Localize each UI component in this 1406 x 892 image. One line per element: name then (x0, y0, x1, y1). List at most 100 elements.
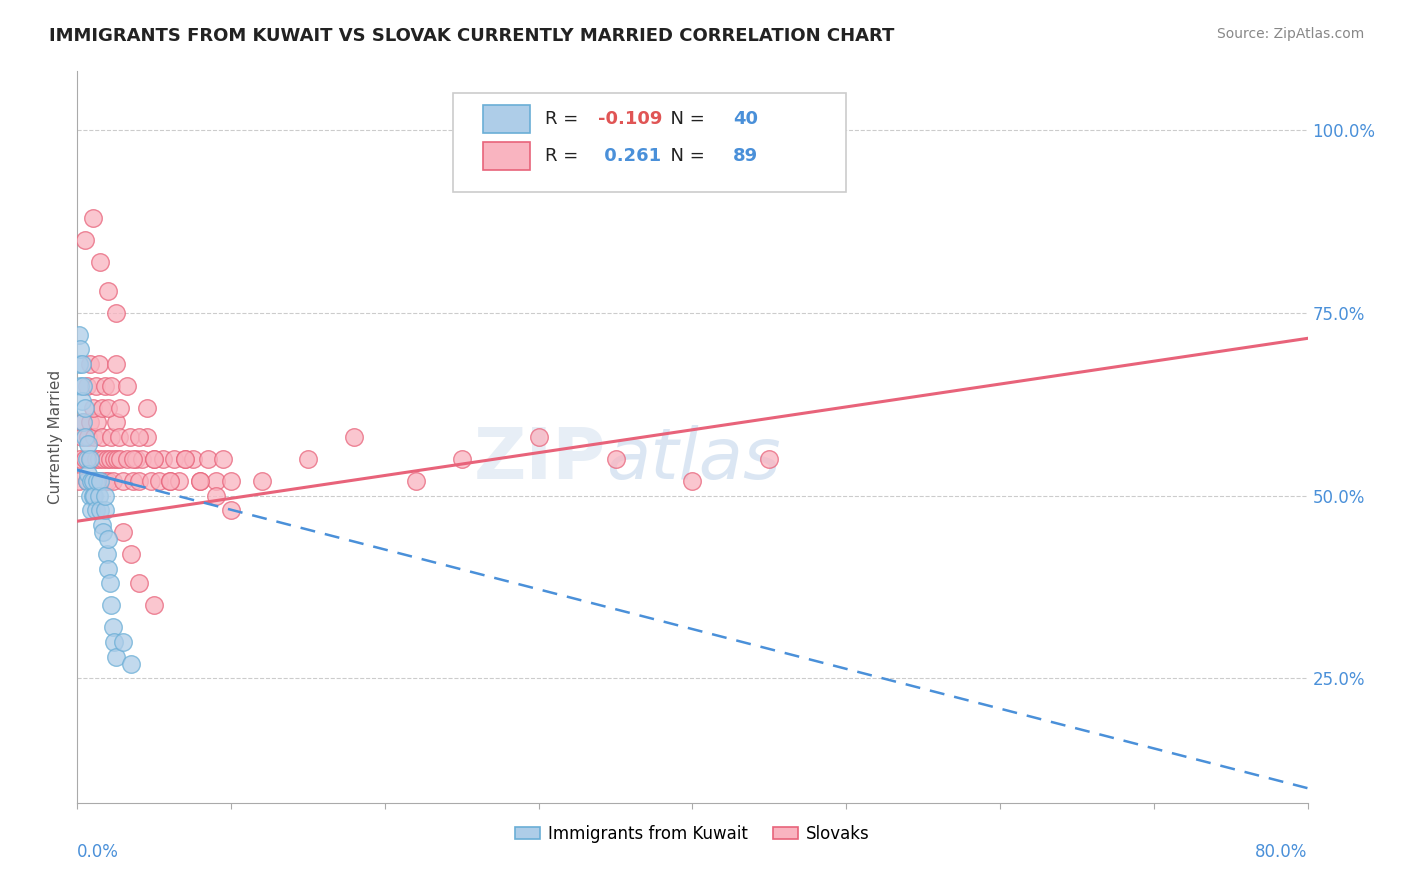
Point (86, 416, 108, 430)
Point (174, 452, 197, 467)
Point (128, 474, 150, 488)
Point (73, 430, 96, 444)
Text: atlas: atlas (606, 425, 780, 493)
Point (104, 306, 127, 320)
Point (450, 452, 472, 467)
Point (104, 357, 127, 371)
Point (77, 437, 100, 451)
Point (105, 452, 128, 467)
Point (94, 379, 117, 393)
Point (104, 649, 127, 664)
Point (72, 416, 94, 430)
FancyBboxPatch shape (484, 142, 530, 169)
Point (98, 452, 121, 467)
Point (70, 357, 93, 371)
Point (93, 525, 115, 540)
FancyBboxPatch shape (484, 104, 530, 133)
Point (93, 452, 115, 467)
Point (112, 635, 135, 649)
Point (69, 452, 91, 467)
Point (112, 474, 135, 488)
Text: R =: R = (546, 146, 583, 165)
Point (90, 401, 114, 415)
Text: Source: ZipAtlas.com: Source: ZipAtlas.com (1216, 27, 1364, 41)
Y-axis label: Currently Married: Currently Married (48, 370, 63, 504)
Point (83, 430, 105, 444)
Point (112, 525, 135, 540)
Point (143, 452, 166, 467)
Point (76, 474, 98, 488)
Text: ZIP: ZIP (474, 425, 606, 493)
Point (89, 503, 111, 517)
Point (148, 474, 170, 488)
Point (128, 576, 150, 591)
Point (89, 474, 111, 488)
Point (90, 430, 114, 444)
Point (79, 416, 101, 430)
Point (70, 393, 93, 408)
Point (115, 379, 138, 393)
Point (69, 343, 91, 357)
Point (605, 452, 627, 467)
Point (405, 474, 427, 488)
Point (103, 635, 125, 649)
Point (69, 379, 91, 393)
Point (212, 452, 235, 467)
Point (219, 474, 242, 488)
Point (87, 357, 110, 371)
Point (197, 452, 219, 467)
Point (84, 379, 107, 393)
Point (98, 576, 121, 591)
Point (70, 430, 93, 444)
Text: IMMIGRANTS FROM KUWAIT VS SLOVAK CURRENTLY MARRIED CORRELATION CHART: IMMIGRANTS FROM KUWAIT VS SLOVAK CURRENT… (49, 27, 894, 45)
Point (96, 547, 118, 561)
Point (174, 452, 197, 467)
Point (79, 489, 101, 503)
Point (100, 430, 122, 444)
Point (82, 211, 104, 225)
Point (758, 452, 780, 467)
Point (97, 562, 120, 576)
Point (188, 474, 212, 488)
Point (87, 489, 110, 503)
Point (120, 657, 142, 671)
Point (527, 430, 550, 444)
Point (204, 489, 226, 503)
Point (82, 401, 104, 415)
Point (97, 284, 120, 298)
Point (103, 452, 125, 467)
Point (76, 379, 98, 393)
Point (118, 430, 141, 444)
Point (77, 430, 100, 444)
Text: -0.109: -0.109 (598, 110, 662, 128)
Text: R =: R = (546, 110, 583, 128)
Point (94, 503, 117, 517)
Text: 89: 89 (733, 146, 758, 165)
Point (72, 416, 94, 430)
Point (82, 474, 104, 488)
Point (97, 401, 120, 415)
Point (72, 379, 94, 393)
Point (250, 474, 273, 488)
Text: 40: 40 (733, 110, 758, 128)
Point (76, 452, 98, 467)
Point (682, 474, 704, 488)
Point (163, 452, 186, 467)
Text: 80.0%: 80.0% (1256, 843, 1308, 861)
Point (100, 379, 122, 393)
Point (83, 489, 105, 503)
Point (120, 547, 142, 561)
Text: N =: N = (659, 146, 711, 165)
Point (101, 474, 124, 488)
Point (219, 503, 242, 517)
Point (67, 474, 90, 488)
Point (67, 357, 90, 371)
Point (94, 474, 117, 488)
Point (79, 357, 101, 371)
Point (135, 401, 157, 415)
Point (97, 474, 120, 488)
Point (125, 452, 148, 467)
Point (135, 430, 157, 444)
Point (167, 474, 190, 488)
Point (143, 452, 166, 467)
